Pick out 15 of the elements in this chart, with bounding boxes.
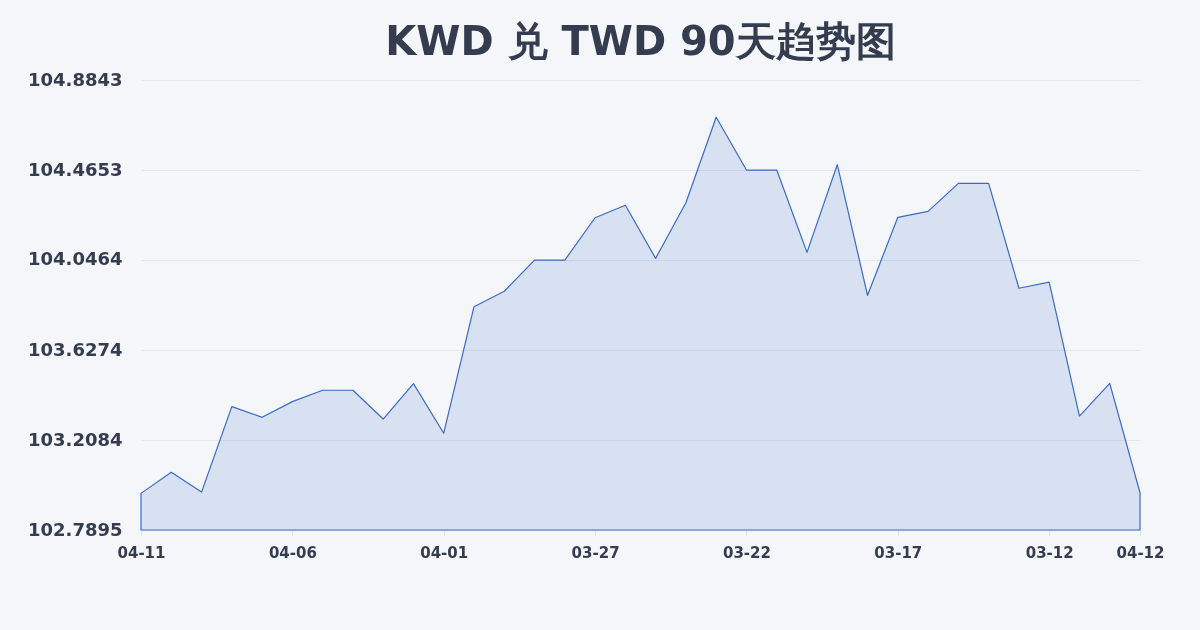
x-tick-label: 04-11 xyxy=(117,543,166,562)
y-tick-label: 102.7895 xyxy=(27,518,123,540)
y-tick-label: 104.4653 xyxy=(27,158,123,180)
x-tick-label: 03-17 xyxy=(874,543,923,562)
x-tick-label: 04-01 xyxy=(420,543,469,562)
x-tick-label: 03-12 xyxy=(1025,543,1074,562)
x-tick-label: 03-22 xyxy=(722,543,771,562)
x-tick-label: 03-27 xyxy=(571,543,620,562)
y-tick-label: 104.8843 xyxy=(27,68,123,90)
chart-title: KWD 兑 TWD 90天趋势图 xyxy=(385,18,896,64)
y-tick-label: 103.2084 xyxy=(27,428,123,450)
y-tick-label: 103.6274 xyxy=(27,338,123,360)
x-tick-label: 04-06 xyxy=(268,543,317,562)
x-tick-label: 04-12 xyxy=(1116,543,1165,562)
y-tick-label: 104.0464 xyxy=(27,248,123,270)
